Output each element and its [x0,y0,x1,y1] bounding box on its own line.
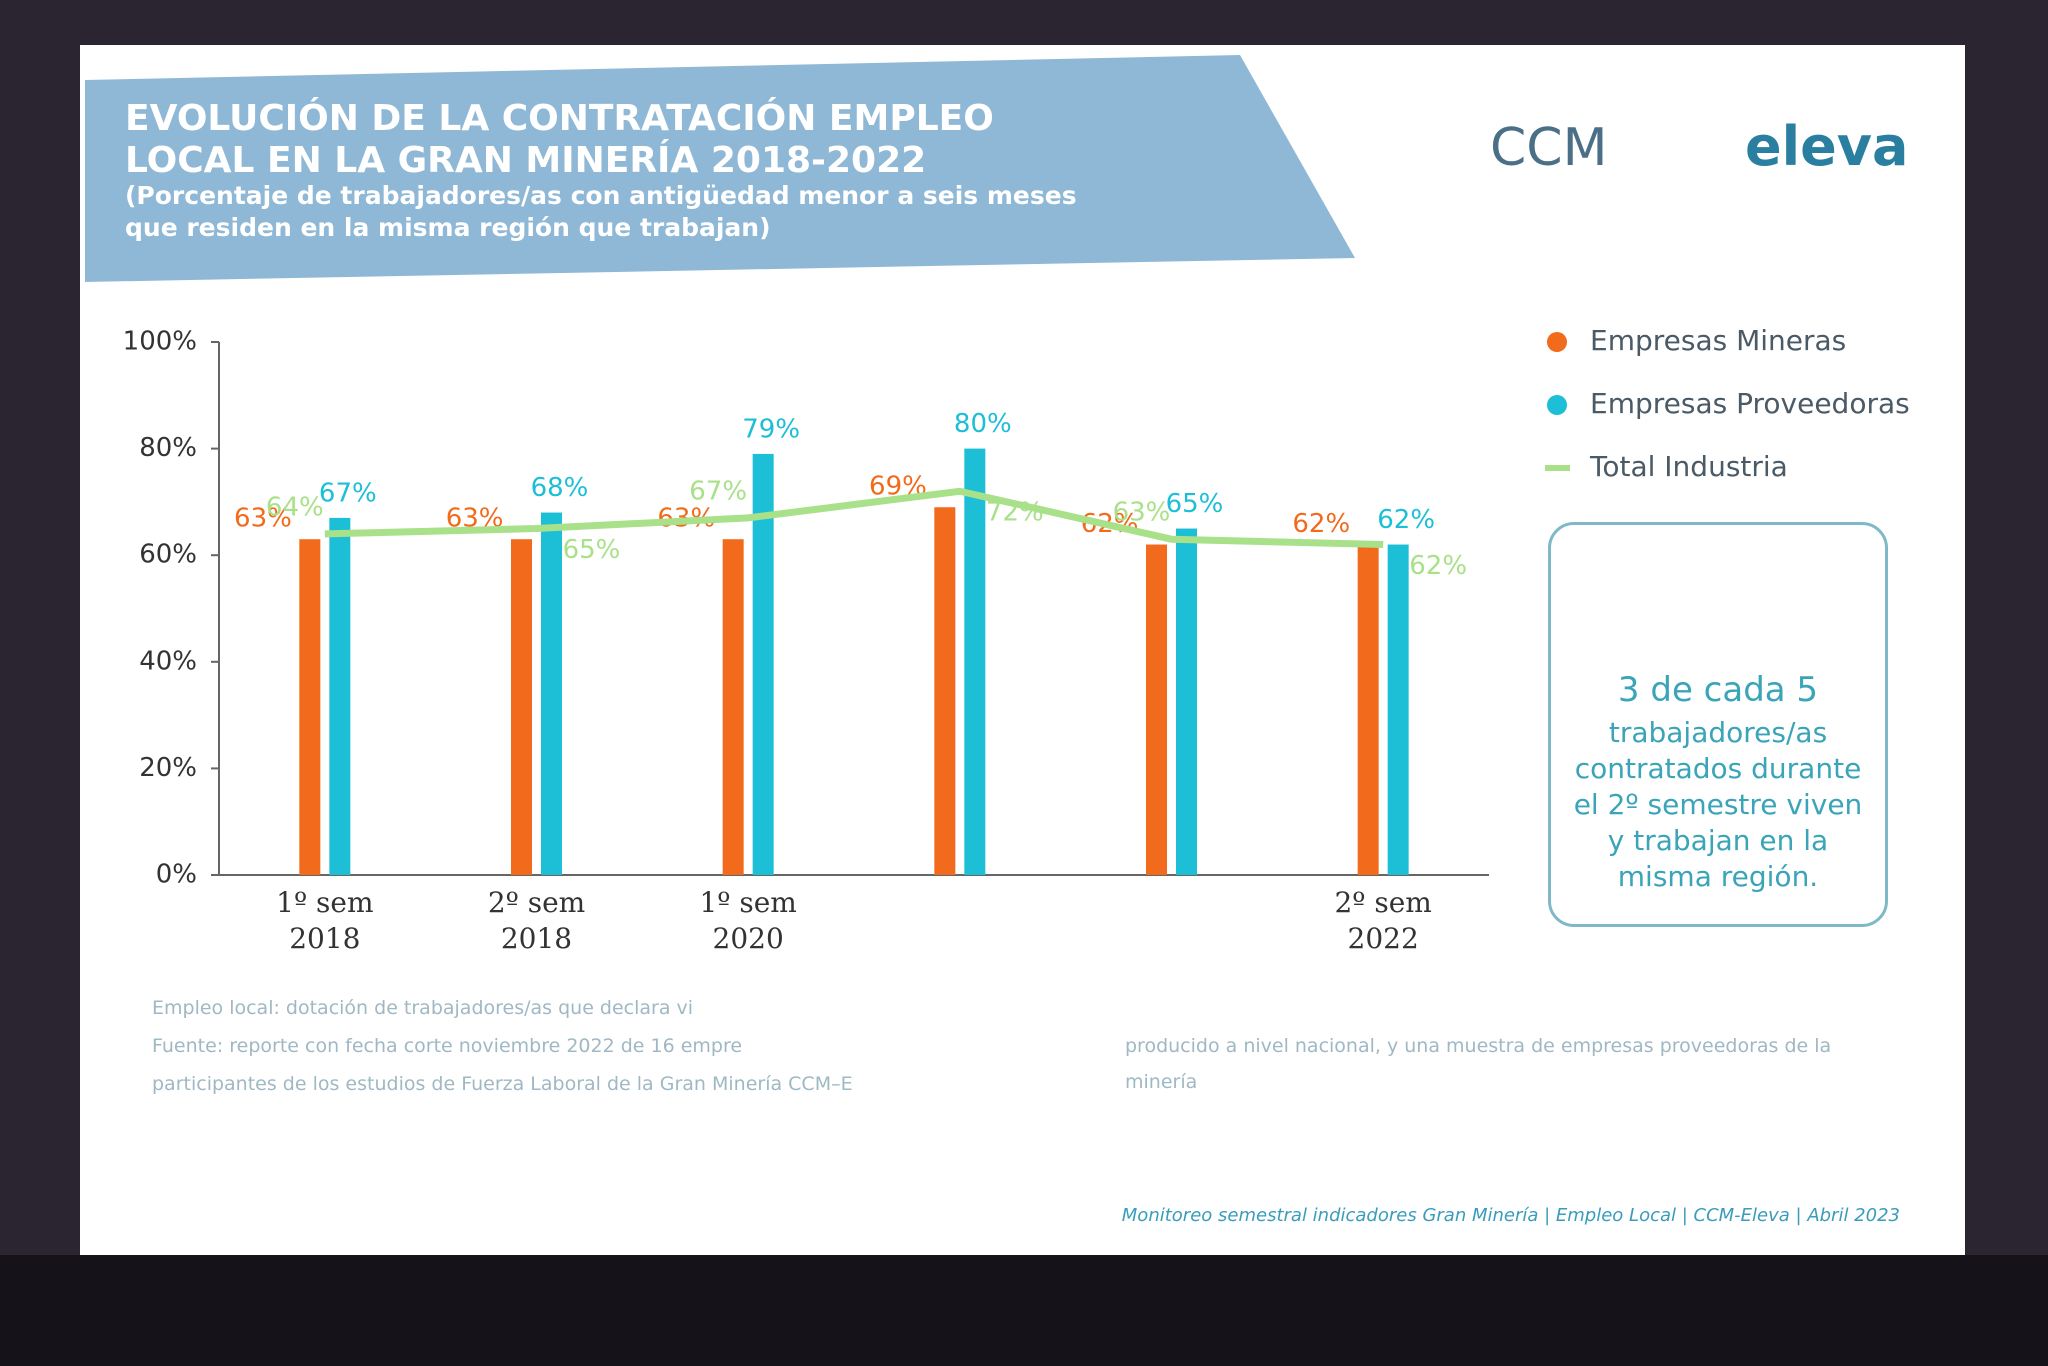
footnote: Fuente: reporte con fecha corte noviembr… [152,1035,743,1057]
footnote: participantes de los estudios de Fuerza … [152,1073,853,1095]
data-label: 64% [266,492,324,522]
bar [752,453,774,875]
bar [1146,544,1167,875]
info-box [1548,522,1888,927]
bar [1387,544,1409,875]
info-head: 3 de cada 5 [1617,670,1819,710]
bar [934,507,956,875]
data-label: 67% [689,476,747,506]
title: EVOLUCIÓN DE LA CONTRATACIÓN EMPLEO LOCA… [125,98,994,181]
bar [964,448,986,875]
y-tick-label: 0% [156,860,197,890]
footer: Monitoreo semestral indicadores Gran Min… [1121,1205,1900,1226]
legend-swatch [1547,332,1567,352]
legend-label: Empresas Mineras [1590,324,1846,357]
bar [722,539,744,875]
data-label: 63% [1113,498,1171,528]
data-label: 65% [1166,489,1224,519]
data-label: 63% [234,504,292,534]
data-label: 62% [1409,551,1467,581]
x-tick-label: 1º sem 2020 [699,886,797,955]
data-label: 80% [954,409,1012,439]
bar [511,539,532,875]
bar [329,517,351,875]
bar [1357,544,1379,875]
legend-swatch [1547,395,1567,415]
logo: CCM [1490,118,1608,178]
bar [299,539,321,875]
x-tick-label: 2º sem 2022 [1334,886,1432,955]
x-tick-label: 1º sem 2018 [276,886,374,955]
info-text: trabajadores/as contratados durante el 2… [1573,716,1863,893]
y-tick-label: 60% [139,540,197,570]
subtitle: (Porcentaje de trabajadores/as con antig… [125,181,1077,242]
data-label: 79% [742,414,800,444]
legend-label: Empresas Proveedoras [1590,387,1910,420]
data-label: 65% [563,535,621,565]
data-label: 72% [986,498,1044,528]
y-tick-label: 100% [123,327,197,357]
logo: eleva [1745,115,1909,178]
data-label: 68% [531,473,589,503]
footnote: producido a nivel nacional, y una muestr… [1125,1035,1832,1093]
y-tick-label: 20% [139,753,197,783]
data-label: 67% [319,478,377,508]
legend-label: Total Industria [1589,450,1788,483]
title-band [85,55,1355,282]
x-tick-label: 2º sem 2018 [487,886,586,955]
data-label: 62% [1377,505,1435,535]
line [324,487,1384,549]
data-label: 62% [1292,509,1350,539]
bar [541,512,562,875]
y-tick-label: 80% [139,433,197,463]
y-tick-label: 40% [139,646,197,676]
bar [1176,528,1197,875]
stage-floor [0,1255,2048,1366]
footnote: Empleo local: dotación de trabajadores/a… [152,997,694,1019]
